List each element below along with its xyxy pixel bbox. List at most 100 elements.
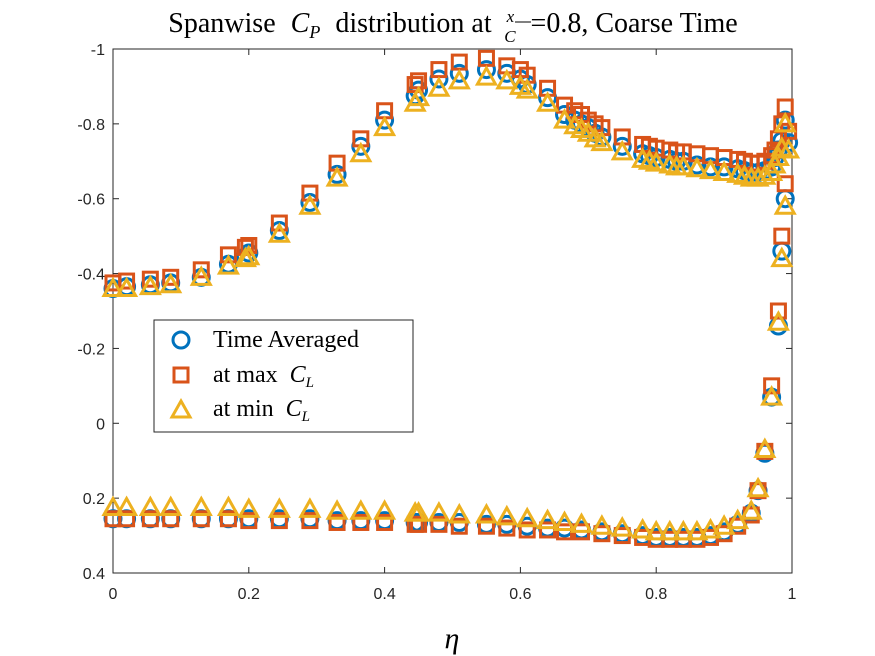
data-point-triangle	[325, 499, 349, 520]
data-point-square	[410, 515, 428, 533]
title-suffix: =0.8, Coarse Time	[531, 8, 738, 39]
title-frac-den: C	[504, 27, 516, 46]
data-point-square	[141, 270, 159, 288]
data-point-square	[192, 261, 210, 279]
data-point-triangle	[644, 519, 668, 541]
title-prefix: Spanwise	[168, 8, 275, 39]
data-point-triangle	[298, 194, 322, 215]
data-point-square	[141, 510, 159, 528]
x-tick-label: 0.4	[373, 586, 395, 603]
data-point-circle	[612, 136, 632, 156]
data-point-triangle	[189, 495, 213, 516]
data-point-triangle	[766, 310, 790, 331]
data-point-triangle	[138, 274, 162, 296]
y-tick-label: -1	[91, 42, 105, 59]
data-point-square	[240, 512, 258, 530]
data-point-triangle	[777, 137, 801, 159]
y-tick-label: -0.8	[77, 117, 105, 134]
data-point-triangle	[590, 130, 614, 152]
data-point-triangle	[233, 246, 257, 268]
data-point-triangle	[406, 501, 431, 522]
data-point-square	[219, 510, 237, 528]
data-point-triangle	[237, 497, 261, 518]
data-point-circle	[429, 69, 449, 89]
data-point-square	[270, 214, 288, 232]
data-point-triangle	[267, 497, 291, 518]
data-point-triangle	[552, 108, 577, 129]
data-point-square	[301, 512, 319, 530]
data-point-triangle	[373, 499, 397, 520]
legend-triangle-marker	[169, 397, 193, 419]
y-tick-label: -0.6	[77, 192, 105, 209]
data-point-square	[240, 237, 258, 254]
data-point-square	[477, 517, 495, 535]
data-point-circle	[538, 88, 558, 108]
legend-entry-max-cl: at max CL	[172, 362, 314, 391]
data-point-square	[162, 510, 180, 528]
data-point-triangle	[698, 517, 723, 539]
data-point-triangle	[685, 519, 709, 541]
data-point-square	[162, 268, 180, 286]
data-point-triangle	[569, 512, 594, 533]
title-var: C	[291, 8, 310, 39]
title-middle: distribution at	[335, 8, 492, 39]
legend: Time Averaged at max CL at min CL	[153, 319, 414, 433]
data-point-triangle	[101, 276, 125, 298]
data-point-square	[769, 302, 787, 320]
legend-square-marker	[172, 366, 190, 384]
y-tick-label: 0	[96, 416, 105, 433]
data-point-triangle	[447, 68, 471, 90]
data-point-triangle	[101, 495, 125, 516]
y-tick-label: -0.4	[77, 267, 105, 284]
data-point-triangle	[590, 514, 614, 535]
data-point-triangle	[712, 160, 736, 182]
title-var-sub: P	[308, 22, 320, 42]
data-point-triangle	[753, 437, 777, 458]
data-point-triangle	[427, 501, 451, 522]
data-point-square	[118, 510, 136, 528]
data-point-triangle	[515, 78, 539, 99]
data-point-square	[118, 272, 136, 290]
data-point-square	[328, 513, 346, 531]
data-point-triangle	[138, 495, 162, 516]
data-point-square	[450, 517, 468, 535]
data-point-square	[352, 513, 370, 531]
axes-box	[112, 48, 793, 574]
x-axis-label: η	[445, 622, 460, 655]
data-point-triangle	[325, 166, 349, 187]
tick-group: 0 0.2 0.4 0.6 0.8 1 -1 -0.8 -0.6 -0.4 -0.2 0 0.2 0.4	[77, 42, 796, 603]
title-frac-num: x	[506, 7, 515, 26]
x-tick-label: 0.2	[238, 586, 260, 603]
data-point-triangle	[631, 517, 655, 539]
data-point-triangle	[746, 476, 770, 498]
data-point-triangle	[298, 497, 322, 518]
legend-entry-time-averaged: Time Averaged	[171, 327, 359, 353]
data-point-triangle	[447, 502, 471, 524]
data-point-triangle	[773, 194, 797, 215]
data-point-triangle	[671, 519, 695, 541]
data-point-triangle	[552, 510, 577, 531]
data-point-triangle	[495, 68, 519, 90]
data-point-triangle	[474, 502, 499, 524]
data-point-triangle	[535, 91, 560, 112]
data-point-triangle	[739, 499, 763, 520]
data-point-triangle	[671, 154, 695, 176]
y-tick-label: 0.4	[83, 566, 105, 583]
data-point-square	[219, 246, 237, 264]
data-point-triangle	[535, 508, 560, 530]
data-point-triangle	[349, 499, 373, 520]
data-point-circle	[555, 105, 575, 124]
data-point-triangle	[427, 76, 451, 97]
legend-circle-marker	[171, 330, 191, 350]
data-point-triangle	[495, 504, 519, 526]
data-point-circle	[449, 63, 469, 83]
data-point-triangle	[159, 272, 183, 294]
data-point-square	[270, 512, 288, 530]
marker-group	[101, 49, 801, 548]
data-point-triangle	[237, 244, 261, 266]
x-tick-label: 0	[109, 586, 118, 603]
data-point-triangle	[773, 111, 797, 133]
data-point-square	[498, 519, 516, 537]
data-point-circle	[476, 60, 496, 80]
